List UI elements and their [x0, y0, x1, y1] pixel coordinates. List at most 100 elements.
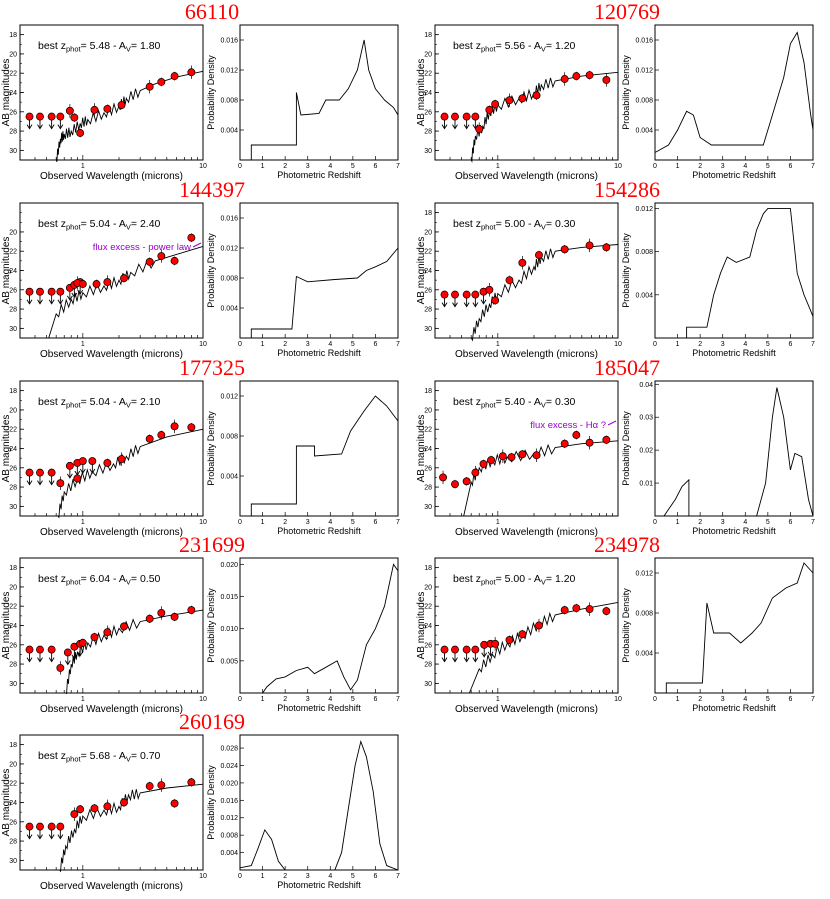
sed-model-line [57, 428, 204, 519]
pz-ytick-label: 0.04 [639, 382, 653, 389]
pz-plot: 0 1 2 3 4 5 6 7 0.004 0.008 0.012 0.016 Photometric … [621, 24, 815, 180]
sed-ytick-label: 24 [9, 623, 17, 630]
sed-plot: 18 20 22 24 26 28 30 1 10 Observed Wavelength (mi… [1, 734, 207, 892]
sed-point [103, 459, 112, 467]
sed-ytick-label: 20 [424, 51, 432, 58]
flux-excess-note: flux excess - power law [93, 242, 191, 253]
pz-xtick-label: 1 [261, 873, 265, 880]
pz-curve [654, 31, 814, 153]
sed-point [560, 439, 569, 448]
sed-ylabel: AB magnitudes [416, 59, 427, 127]
best-fit-label: best zphot= 5.48 - AV= 1.80 [38, 40, 161, 54]
pz-xtick-label: 7 [811, 341, 815, 348]
sed-upper-limit-head [480, 299, 487, 305]
sed-ytick-label: 30 [9, 326, 17, 333]
pz-xtick-label: 5 [766, 519, 770, 526]
pz-xlabel: Photometric Redshift [277, 703, 361, 713]
sed-model-line [468, 601, 619, 694]
sed-plot: 18 20 22 24 26 28 30 1 10 Observed Wavelength (mi… [416, 24, 622, 182]
pz-xtick-label: 3 [721, 696, 725, 703]
pz-xlabel: Photometric Redshift [692, 170, 776, 180]
pz-xtick-label: 4 [328, 519, 332, 526]
pz-xtick-label: 5 [766, 341, 770, 348]
pz-ytick-label: 0.005 [220, 658, 238, 665]
pz-plot: 0 1 2 3 4 5 6 7 0.004 0.008 0.012 Photometric Redsh… [206, 380, 400, 536]
sed-point [560, 245, 569, 254]
pz-xtick-label: 1 [261, 163, 265, 170]
sed-point [145, 614, 154, 623]
pz-xtick-label: 5 [351, 696, 355, 703]
pz-curve [240, 247, 399, 339]
sed-ytick-label: 24 [424, 446, 432, 453]
sed-ytick-label: 22 [9, 427, 17, 434]
sed-xtick-label: 1 [496, 341, 500, 348]
sed-upper-limit-head [452, 657, 458, 663]
pz-xtick-label: 3 [721, 519, 725, 526]
pz-ytick-label: 0.004 [220, 306, 238, 313]
pz-ytick-label: 0.008 [220, 98, 238, 105]
sed-plot: 18 20 22 24 26 28 30 1 10 Observed Wavelength (mi… [1, 380, 207, 538]
sed-upper-limit-point [65, 461, 74, 470]
pz-ytick-label: 0.016 [220, 216, 238, 223]
pz-xtick-label: 2 [698, 341, 702, 348]
pz-frame [239, 380, 399, 517]
pz-xtick-label: 0 [653, 519, 657, 526]
sed-plot: 18 20 22 24 26 28 30 1 10 Observed Wavelength (mi… [416, 557, 622, 715]
sed-ytick-label: 18 [9, 32, 17, 39]
sed-upper-limit-point [56, 112, 65, 121]
sed-ylabel: AB magnitudes [416, 415, 427, 483]
pz-plot: 0 1 2 3 4 5 6 7 0.004 0.008 0.012 0.016 Photometric … [206, 24, 400, 180]
sed-point [485, 105, 494, 114]
sed-upper-limit-point [440, 290, 449, 299]
sed-ylabel: AB magnitudes [416, 237, 427, 305]
sed-point [170, 72, 179, 81]
sed-ytick-label: 28 [9, 839, 17, 846]
sed-point [560, 606, 569, 615]
pz-xtick-label: 6 [373, 163, 377, 170]
sed-upper-limit-head [26, 299, 33, 305]
sed-model-line [59, 783, 204, 873]
sed-upper-limit-point [63, 648, 72, 657]
sed-ytick-label: 18 [424, 565, 432, 572]
sed-ytick-label: 28 [9, 662, 17, 669]
pz-ylabel: Probability Density [206, 233, 216, 308]
pz-ylabel: Probability Density [621, 233, 631, 308]
sed-upper-limit-head [452, 302, 458, 308]
sed-ytick-label: 24 [424, 268, 432, 275]
sed-xtick-label: 1 [81, 519, 85, 526]
sed-ytick-label: 24 [9, 268, 17, 275]
sed-upper-limit-point [36, 112, 44, 121]
sed-upper-limit-head [26, 480, 33, 486]
sed-xtick-label: 10 [199, 341, 207, 348]
sed-plot: 20 22 24 26 28 30 1 10 Observed Wavelength (micr… [1, 202, 207, 360]
sed-point [145, 434, 154, 443]
sed-upper-limit-point [440, 645, 449, 654]
pz-plot: 0 1 2 3 4 5 6 7 0.005 0.010 0.015 0.020 Photometric … [206, 557, 400, 713]
sed-point [585, 71, 594, 80]
sed-upper-limit-point [471, 645, 480, 654]
sed-upper-limit-point [451, 290, 459, 299]
pz-xtick-label: 6 [373, 696, 377, 703]
pz-xtick-label: 0 [653, 341, 657, 348]
sed-point [505, 276, 514, 285]
sed-xtick-label: 1 [496, 519, 500, 526]
pz-ytick-label: 0.010 [220, 626, 238, 633]
pz-xtick-label: 1 [676, 163, 680, 170]
pz-xtick-label: 6 [373, 519, 377, 526]
pz-xtick-label: 7 [396, 873, 400, 880]
sed-ytick-label: 24 [9, 800, 17, 807]
pz-xtick-label: 0 [653, 696, 657, 703]
sed-point [602, 243, 611, 252]
sed-point [532, 91, 541, 100]
pz-plot: 0 1 2 3 4 5 6 7 0.01 0.02 0.03 0.04 Photometric Reds… [621, 380, 815, 536]
pz-ytick-label: 0.02 [639, 448, 653, 455]
pz-ytick-label: 0.004 [635, 292, 653, 299]
pz-xtick-label: 7 [811, 696, 815, 703]
sed-point [602, 76, 611, 84]
sed-upper-limit-point [47, 468, 56, 477]
sed-upper-limit-head [89, 468, 96, 474]
sed-upper-limit-point [451, 112, 459, 121]
pz-frame [654, 202, 814, 339]
pz-ytick-label: 0.012 [220, 394, 238, 401]
